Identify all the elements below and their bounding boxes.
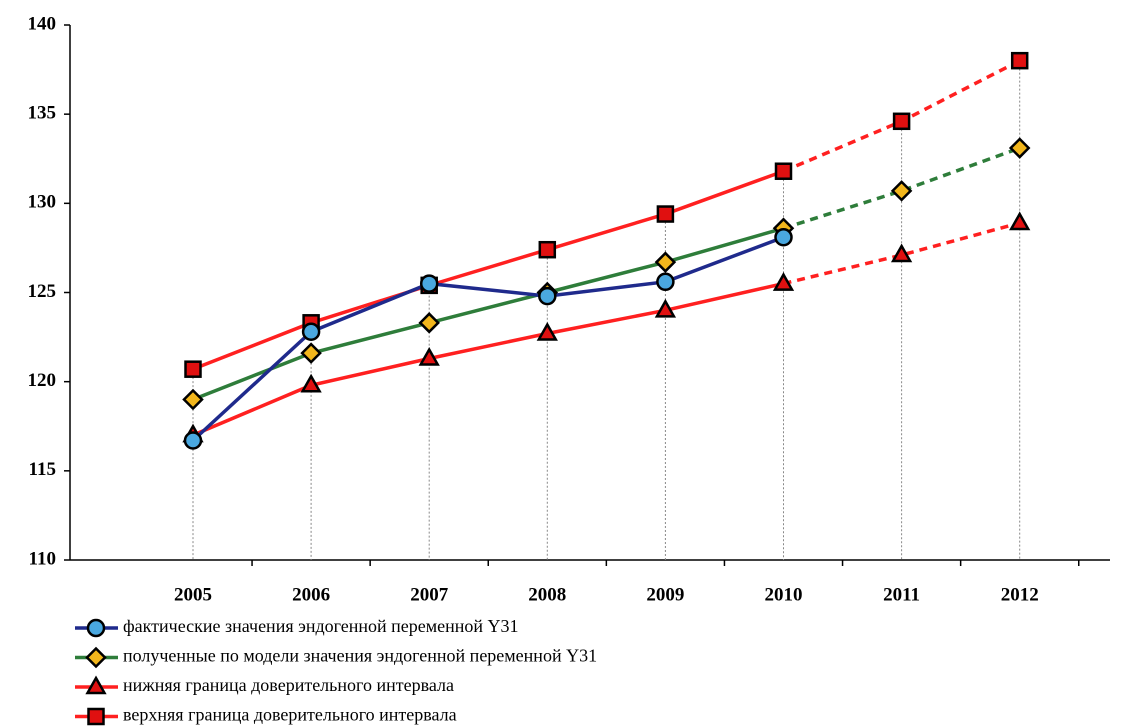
marker <box>418 346 440 366</box>
legend-item: полученные по модели значения эндогенной… <box>75 646 597 669</box>
x-tick-label: 2005 <box>174 584 212 605</box>
y-tick-label: 115 <box>29 459 56 480</box>
marker <box>301 322 321 341</box>
marker <box>656 205 675 223</box>
y-tick-label: 135 <box>28 103 57 124</box>
marker <box>86 618 106 638</box>
marker <box>184 360 202 378</box>
x-tick-label: 2007 <box>410 584 449 605</box>
y-tick-label: 120 <box>28 370 57 391</box>
y-tick-label: 140 <box>28 13 57 34</box>
marker <box>536 321 558 341</box>
marker <box>87 707 105 726</box>
marker <box>654 251 677 273</box>
legend-label: фактические значения эндогенной переменн… <box>123 616 519 636</box>
marker <box>300 373 322 393</box>
marker <box>1008 137 1031 159</box>
y-tick-label: 110 <box>29 548 56 569</box>
x-tick-label: 2009 <box>646 584 684 605</box>
marker <box>656 272 675 292</box>
marker <box>85 675 107 695</box>
marker <box>85 646 107 669</box>
marker <box>772 272 795 291</box>
marker <box>300 342 322 364</box>
marker <box>774 227 793 247</box>
marker <box>654 298 677 318</box>
legend-label: нижняя граница доверительного интервала <box>123 675 454 695</box>
series-line <box>192 226 784 402</box>
marker <box>1009 211 1031 231</box>
marker <box>892 112 911 131</box>
series-line <box>783 221 1021 286</box>
marker <box>1010 51 1029 70</box>
series-line <box>192 281 784 437</box>
legend-label: полученные по модели значения эндогенной… <box>123 646 597 666</box>
x-tick-label: 2012 <box>1001 584 1039 605</box>
marker <box>890 243 913 263</box>
marker <box>890 180 913 202</box>
marker <box>419 274 439 293</box>
y-tick-label: 130 <box>28 192 57 213</box>
marker <box>774 162 793 180</box>
legend-label: верхняя граница доверительного интервала <box>123 705 457 725</box>
x-tick-label: 2011 <box>883 584 920 605</box>
legend-item: верхняя граница доверительного интервала <box>75 705 457 726</box>
marker <box>182 388 204 411</box>
series-line <box>192 169 785 371</box>
y-tick-label: 125 <box>28 281 57 302</box>
marker <box>538 240 557 259</box>
marker <box>538 286 557 306</box>
x-tick-label: 2008 <box>528 584 566 605</box>
marker <box>183 431 203 450</box>
legend-item: фактические значения эндогенной переменн… <box>75 616 519 638</box>
series-line <box>191 235 785 442</box>
legend-item: нижняя граница доверительного интервала <box>75 675 454 695</box>
x-tick-label: 2006 <box>292 584 330 605</box>
marker <box>418 312 440 334</box>
x-tick-label: 2010 <box>765 584 803 605</box>
